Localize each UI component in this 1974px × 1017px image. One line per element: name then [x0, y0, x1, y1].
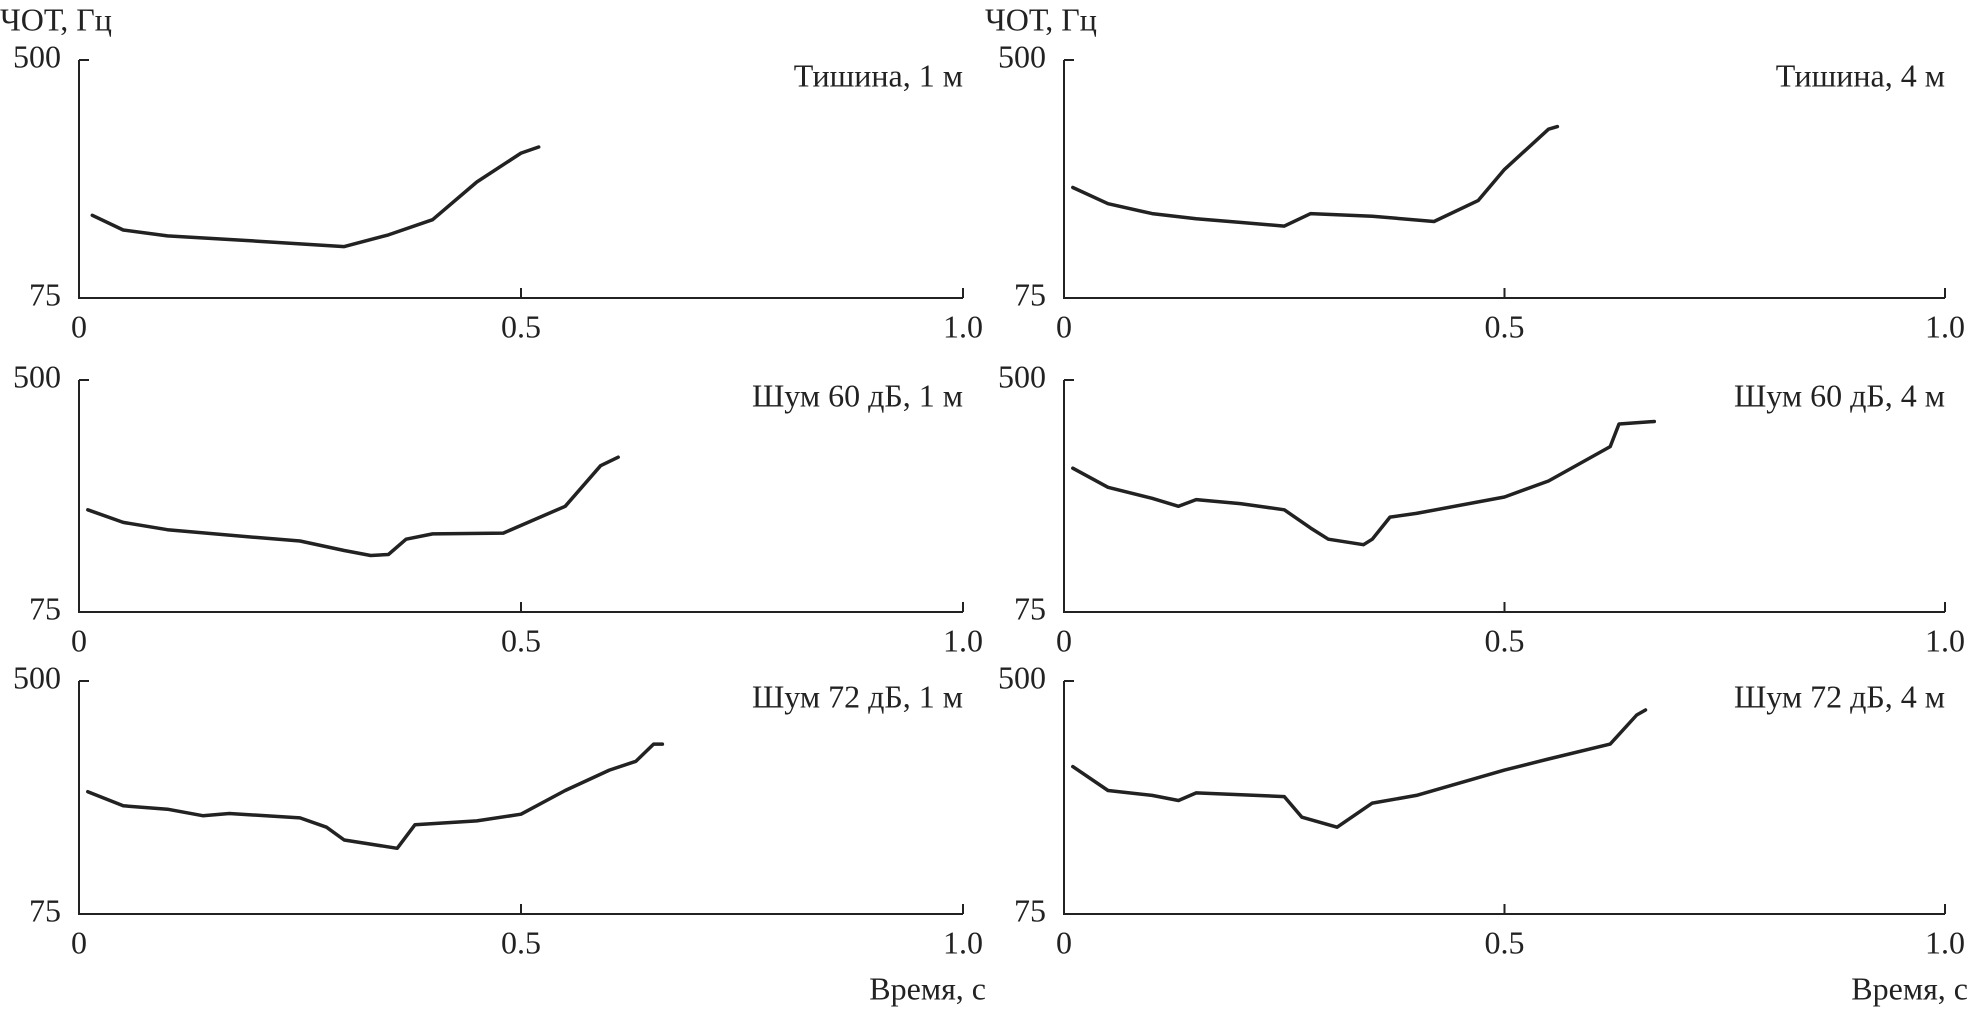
pitch-curve — [1071, 708, 1648, 829]
y-tick-label: 500 — [998, 659, 1046, 695]
axes — [1063, 60, 1945, 299]
x-axis-label: Время, с — [869, 970, 986, 1006]
y-tick-label: 75 — [1014, 892, 1046, 928]
panel-title: Шум 60 дБ, 1 м — [752, 377, 963, 413]
y-tick-label: 500 — [998, 38, 1046, 74]
axes — [1063, 681, 1945, 915]
panel-title: Шум 72 дБ, 1 м — [752, 678, 963, 714]
panel-title: Шум 72 дБ, 4 м — [1734, 678, 1945, 714]
x-tick-label: 0 — [1056, 924, 1072, 960]
axes — [78, 681, 963, 915]
x-tick-label: 0.5 — [501, 924, 541, 960]
axes — [78, 60, 963, 299]
y-tick-label: 500 — [998, 358, 1046, 394]
x-tick-label: 0 — [71, 622, 87, 658]
x-axis-label: Время, с — [1851, 970, 1968, 1006]
x-tick-label: 0 — [1056, 308, 1072, 344]
x-tick-label: 1.0 — [1925, 308, 1965, 344]
y-axis-label: ЧОТ, Гц — [0, 1, 112, 37]
x-tick-label: 0.5 — [1485, 622, 1525, 658]
panel-title: Тишина, 1 м — [794, 57, 963, 93]
y-tick-label: 75 — [1014, 590, 1046, 626]
x-tick-label: 1.0 — [943, 924, 983, 960]
y-tick-label: 500 — [13, 358, 61, 394]
x-tick-label: 0.5 — [501, 308, 541, 344]
pitch-curve — [90, 145, 541, 249]
x-tick-label: 1.0 — [1925, 622, 1965, 658]
x-tick-label: 0 — [71, 308, 87, 344]
x-tick-label: 1.0 — [1925, 924, 1965, 960]
y-tick-label: 75 — [1014, 276, 1046, 312]
x-tick-label: 0 — [1056, 622, 1072, 658]
y-tick-label: 75 — [29, 590, 61, 626]
panel-title: Шум 60 дБ, 4 м — [1734, 377, 1945, 413]
x-tick-label: 0.5 — [1485, 924, 1525, 960]
pitch-curve — [1071, 419, 1657, 547]
x-tick-label: 1.0 — [943, 308, 983, 344]
y-tick-label: 500 — [13, 659, 61, 695]
x-tick-label: 0.5 — [1485, 308, 1525, 344]
pitch-curve — [86, 742, 665, 851]
x-tick-label: 1.0 — [943, 622, 983, 658]
pitch-curve — [1071, 124, 1560, 228]
x-tick-label: 0 — [71, 924, 87, 960]
y-tick-label: 75 — [29, 276, 61, 312]
y-tick-label: 75 — [29, 892, 61, 928]
panel-title: Тишина, 4 м — [1776, 57, 1945, 93]
x-tick-label: 0.5 — [501, 622, 541, 658]
y-axis-label: ЧОТ, Гц — [985, 1, 1097, 37]
axes — [78, 380, 963, 613]
y-tick-label: 500 — [13, 38, 61, 74]
pitch-curve — [86, 455, 620, 558]
